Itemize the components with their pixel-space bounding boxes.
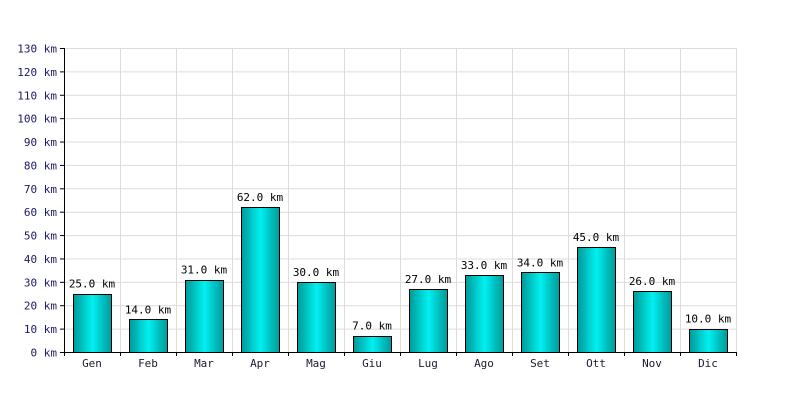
- data-label: 33.0 km: [461, 259, 508, 272]
- x-tick-label: Ott: [586, 357, 606, 370]
- y-tick-label: 60 km: [24, 206, 57, 219]
- data-label: 10.0 km: [685, 313, 732, 326]
- axes: [60, 48, 737, 356]
- x-tick-label: Dic: [698, 357, 718, 370]
- bar-ago: [465, 275, 504, 353]
- data-label: 62.0 km: [237, 191, 284, 204]
- y-tick-label: 40 km: [24, 253, 57, 266]
- data-label: 26.0 km: [629, 275, 676, 288]
- y-tick-label: 20 km: [24, 300, 57, 313]
- x-tick-label: Giu: [362, 357, 382, 370]
- data-label: 7.0 km: [352, 320, 392, 333]
- grid: [64, 48, 737, 353]
- bar-ott: [577, 247, 616, 353]
- y-tick-label: 70 km: [24, 183, 57, 196]
- bar-apr: [241, 207, 280, 353]
- x-tick-label: Set: [530, 357, 550, 370]
- y-tick-label: 10 km: [24, 323, 57, 336]
- x-tick-label: Apr: [250, 357, 270, 370]
- data-label: 30.0 km: [293, 266, 340, 279]
- data-label: 27.0 km: [405, 273, 452, 286]
- data-label: 34.0 km: [517, 256, 564, 269]
- y-tick-label: 0 km: [31, 347, 58, 360]
- y-tick-label: 30 km: [24, 276, 57, 289]
- bar-set: [521, 272, 560, 353]
- bar-dic: [689, 329, 728, 353]
- y-tick-label: 100 km: [17, 113, 57, 126]
- data-label: 25.0 km: [69, 278, 116, 291]
- x-tick-label: Lug: [418, 357, 438, 370]
- y-tick-label: 130 km: [17, 43, 57, 56]
- bar-mag: [297, 282, 336, 353]
- bar-mar: [185, 280, 224, 353]
- data-label: 31.0 km: [181, 264, 228, 277]
- bar-lug: [409, 289, 448, 353]
- data-label: 45.0 km: [573, 231, 620, 244]
- bar-feb: [129, 319, 168, 353]
- x-tick-label: Mag: [306, 357, 326, 370]
- bar-nov: [633, 291, 672, 353]
- x-tick-label: Feb: [138, 357, 158, 370]
- y-tick-label: 50 km: [24, 230, 57, 243]
- bars: [73, 207, 728, 353]
- bar-giu: [353, 336, 392, 353]
- y-tick-label: 120 km: [17, 66, 57, 79]
- x-tick-label: Mar: [194, 357, 214, 370]
- x-tick-label: Gen: [82, 357, 102, 370]
- y-tick-label: 90 km: [24, 136, 57, 149]
- x-tick-label: Ago: [474, 357, 494, 370]
- labels: 25.0 km 14.0 km 31.0 km 62.0 km 30.0 km 7.0 k…: [17, 43, 731, 371]
- bar-gen: [73, 294, 112, 353]
- x-tick-label: Nov: [642, 357, 662, 370]
- data-label: 14.0 km: [125, 303, 172, 316]
- y-tick-label: 80 km: [24, 159, 57, 172]
- y-tick-label: 110 km: [17, 89, 57, 102]
